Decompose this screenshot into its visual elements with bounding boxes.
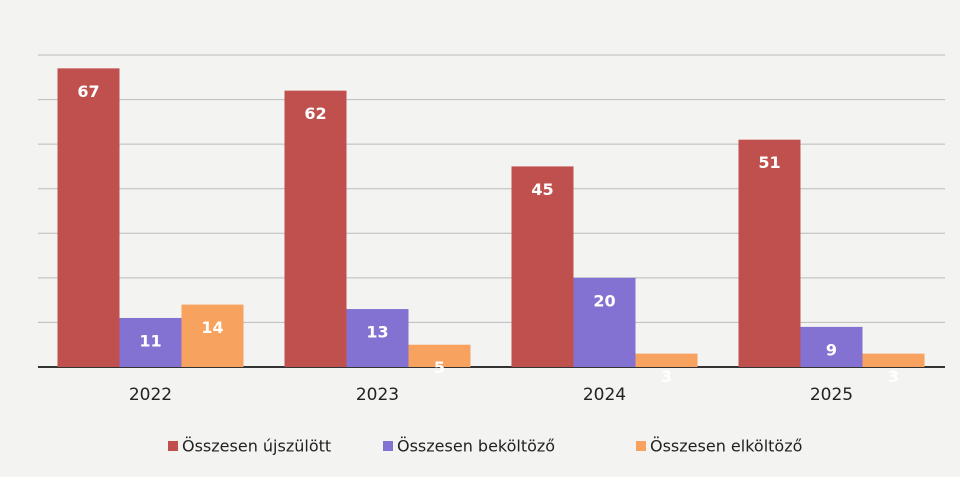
bar: [635, 353, 698, 367]
bar: [119, 317, 182, 367]
legend-swatch: [636, 441, 646, 451]
data-label: 9: [826, 340, 837, 359]
bar: [346, 309, 409, 367]
bar: [57, 68, 120, 367]
bar: [573, 277, 636, 367]
legend-label: Összesen újszülött: [182, 437, 331, 456]
legend-swatch: [383, 441, 393, 451]
x-tick-label: 2022: [129, 385, 172, 405]
data-label: 20: [593, 291, 615, 310]
bar: [284, 90, 347, 368]
data-label: 62: [304, 104, 326, 123]
data-label: 67: [77, 82, 99, 101]
bar: [800, 326, 863, 367]
bar: [181, 304, 244, 367]
data-label: 13: [366, 323, 388, 342]
data-label: 14: [201, 318, 223, 337]
legend-swatch: [168, 441, 178, 451]
x-tick-label: 2025: [810, 385, 853, 405]
data-label: 3: [888, 367, 899, 386]
bar: [408, 344, 471, 367]
x-tick-label: 2024: [583, 385, 626, 405]
bar: [862, 353, 925, 367]
legend-label: Összesen elköltöző: [650, 437, 802, 456]
bar: [511, 166, 574, 367]
data-label: 5: [434, 358, 445, 377]
legend-label: Összesen beköltöző: [397, 437, 555, 456]
bar: [738, 139, 801, 367]
data-label: 3: [661, 367, 672, 386]
data-label: 45: [531, 180, 553, 199]
data-label: 11: [139, 331, 161, 350]
data-label: 51: [758, 153, 780, 172]
x-tick-label: 2023: [356, 385, 399, 405]
